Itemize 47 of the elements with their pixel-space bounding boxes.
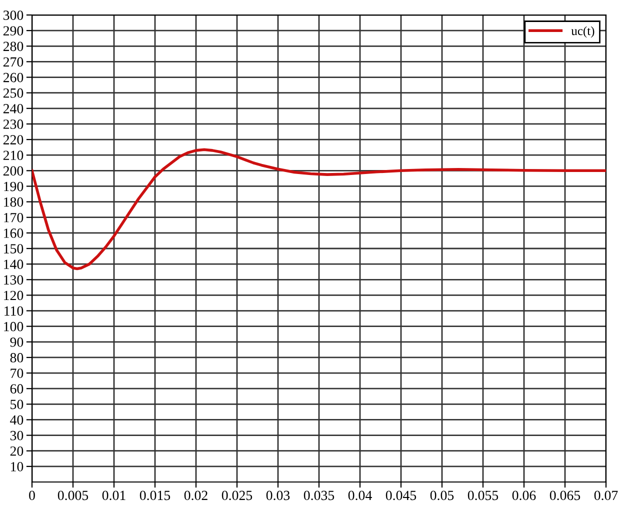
x-tick-label: 0.025 — [222, 490, 252, 500]
y-tick-label: 300 — [3, 10, 24, 20]
y-tick-label: 150 — [4, 244, 24, 254]
y-tick-label: 270 — [3, 57, 24, 67]
y-tick-label: 130 — [4, 275, 24, 285]
y-tick-label: 170 — [4, 212, 24, 222]
legend-label: uc(t) — [571, 26, 594, 38]
x-tick-label: 0.015 — [140, 490, 170, 500]
x-tick-label: 0 — [29, 490, 35, 500]
y-tick-label: 40 — [10, 415, 24, 425]
y-tick-label: 140 — [4, 260, 24, 270]
y-tick-label: 250 — [3, 88, 24, 98]
x-tick-label: 0.035 — [304, 490, 334, 500]
x-tick-label: 0.01 — [102, 490, 126, 500]
y-tick-label: 10 — [11, 462, 24, 472]
x-tick-label: 0.045 — [386, 490, 416, 500]
y-tick-label: 220 — [3, 135, 24, 144]
x-tick-label: 0.065 — [550, 490, 580, 500]
y-tick-label: 80 — [10, 353, 24, 362]
y-tick-label: 70 — [10, 368, 24, 378]
x-tick-label: 0.04 — [348, 490, 372, 500]
y-tick-label: 200 — [3, 166, 24, 176]
y-tick-label: 60 — [10, 384, 24, 394]
y-tick-label: 280 — [3, 42, 24, 52]
y-tick-label: 160 — [4, 228, 24, 238]
y-tick-label: 90 — [10, 337, 24, 347]
y-tick-label: 50 — [10, 400, 24, 410]
y-tick-label: 20 — [10, 446, 24, 456]
y-tick-label: 110 — [4, 306, 24, 316]
y-tick-label: 230 — [3, 120, 24, 129]
x-tick-label: 0.005 — [58, 490, 88, 500]
line-series — [32, 148, 606, 270]
y-tick-label: 30 — [10, 430, 24, 440]
x-tick-label: 0.06 — [512, 490, 536, 500]
x-tick-label: 0.03 — [266, 490, 290, 500]
y-tick-label: 180 — [4, 197, 24, 207]
y-tick-label: 100 — [4, 322, 24, 332]
x-tick-label: 0.02 — [184, 490, 208, 500]
y-tick-label: 190 — [4, 182, 24, 192]
x-tick-label: 0.07 — [594, 490, 618, 500]
y-tick-label: 290 — [3, 26, 24, 36]
x-tick-label: 0.05 — [430, 490, 454, 500]
y-tick-label: 240 — [3, 104, 24, 114]
y-tick-label: 260 — [3, 72, 24, 82]
y-tick-label: 120 — [4, 290, 24, 300]
y-tick-label: 210 — [3, 150, 24, 160]
x-tick-label: 0.055 — [468, 490, 498, 500]
